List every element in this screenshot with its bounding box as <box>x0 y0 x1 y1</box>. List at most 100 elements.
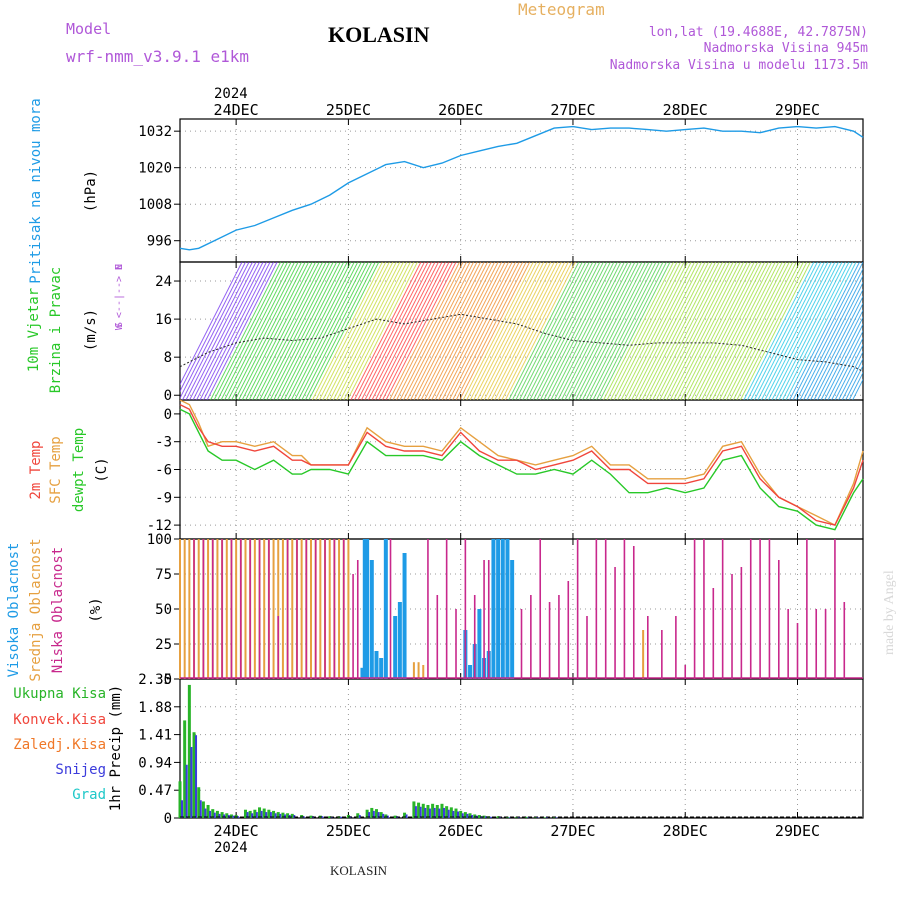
wind-barb-shaft <box>617 262 689 400</box>
x-tick-label-top: 29DEC <box>775 101 820 119</box>
precip-bar-snow <box>527 817 530 818</box>
wind-barb-shaft <box>325 262 397 400</box>
dewpt-temp-label: dewpt Temp <box>71 428 87 512</box>
wind-barb-shaft <box>592 262 664 400</box>
wind-barb-shaft <box>434 262 506 400</box>
precip-bar-total <box>370 807 374 818</box>
wind-barb-shaft <box>760 262 832 400</box>
cloud-bar <box>383 539 388 679</box>
wind-ytick-label: 16 <box>155 312 172 328</box>
wind-barb-shaft <box>645 262 717 400</box>
temperature-ytick-label: 0 <box>164 407 172 423</box>
wind-barb-shaft <box>641 262 713 400</box>
cloud-bar <box>530 595 532 679</box>
wind-barb-shaft <box>185 262 257 400</box>
wind-barb-shaft <box>848 371 863 400</box>
cloud-bar <box>314 539 317 679</box>
wind-barb-shaft <box>680 262 752 400</box>
wind-barb-shaft <box>701 262 773 400</box>
wind-barb-shaft <box>252 262 324 400</box>
precip-ytick-label: 2.35 <box>138 672 172 688</box>
precip-bar-total <box>393 815 397 818</box>
precip-bar-total <box>365 809 369 818</box>
precip-bar-snow <box>185 764 188 818</box>
wind-barb-shaft <box>438 262 510 400</box>
wind-barb-shaft <box>841 357 863 400</box>
wind-barb-shaft <box>301 262 373 400</box>
wind-barb-shaft <box>445 262 517 400</box>
wind-barbs <box>180 262 863 400</box>
wind-barb-shaft <box>248 262 320 400</box>
wind-barb-shaft <box>375 262 446 400</box>
precip-bar-snow <box>204 808 207 818</box>
precip-ytick-label: 0.47 <box>138 783 172 799</box>
precip-bar-snow <box>457 811 460 818</box>
wind-barb-shaft <box>718 262 790 400</box>
wind-barb-shaft <box>518 262 590 400</box>
wind-barb-shaft <box>824 323 863 400</box>
cloud-ytick-label: 75 <box>155 567 172 583</box>
wind-barb-shaft <box>280 262 352 400</box>
cloud-bar <box>824 609 827 679</box>
wind-barb-shaft <box>578 262 650 400</box>
precip-bar-total <box>290 813 294 818</box>
x-tick-label-bottom: 27DEC <box>550 822 595 840</box>
cloud-ytick-label: 50 <box>155 602 172 618</box>
wind-barb-shaft <box>508 262 580 400</box>
cloud-bar <box>768 539 771 679</box>
x-tick-label-top: 27DEC <box>550 101 595 119</box>
cloud-bar <box>796 623 799 679</box>
wind-barb-shaft <box>553 262 625 400</box>
precip-bar-snow <box>555 817 558 818</box>
lonlat-label: lon,lat (19.4688E, 42.7875N) <box>648 25 868 40</box>
wind-barb-shaft <box>652 262 724 400</box>
wind-barb-shaft <box>196 262 268 400</box>
cloud-bar <box>806 539 808 679</box>
cloud-bar <box>731 574 733 679</box>
precip-bar-total <box>183 720 187 818</box>
precip-bar-snow <box>232 815 235 818</box>
wind-barb-shaft <box>561 262 632 400</box>
wind-barb-shaft <box>697 262 769 400</box>
wind-barb-shaft <box>466 262 538 400</box>
precip-bar-total <box>454 808 458 818</box>
wind-barb-shaft <box>462 262 534 400</box>
wind-barb-shaft <box>810 295 863 400</box>
cloud-bar <box>520 609 523 679</box>
precip-bar-total <box>426 804 430 818</box>
precip-bar-total <box>379 812 383 818</box>
wind-barb-shaft <box>838 350 863 400</box>
precip-bar-total <box>468 813 472 818</box>
wind-barb-shaft <box>789 262 860 400</box>
wind-barb-shaft <box>420 262 492 400</box>
temp-2m-label: 2m Temp <box>28 440 44 499</box>
wind-barb-shaft <box>634 262 706 400</box>
wind-barb-shaft <box>711 262 783 400</box>
wind-barb-shaft <box>210 262 282 400</box>
wind-barb-shaft <box>725 262 797 400</box>
sfc-temp-line <box>179 399 864 527</box>
wind-barb-shaft <box>736 262 808 400</box>
cloud-bar <box>491 539 496 679</box>
wind-barb-shaft <box>343 262 415 400</box>
cloud-bar <box>445 539 448 679</box>
precip-bar-snow <box>382 813 385 818</box>
precip-bar-snow <box>471 815 474 818</box>
wind-barb-shaft <box>750 262 822 400</box>
cloud-bar <box>362 539 367 679</box>
precip-bar-snow <box>489 816 492 818</box>
cloud-bar <box>496 539 501 679</box>
wind-barb-shaft <box>287 262 359 400</box>
precip-bar-snow <box>274 813 277 818</box>
elevation-label: Nadmorska Visina 945m <box>703 41 868 56</box>
cloud-bar <box>703 539 705 679</box>
cloud-bar <box>249 539 251 679</box>
wind-barb-shaft <box>410 262 482 400</box>
precip-ytick-label: 0.94 <box>138 755 172 771</box>
wind-barb-shaft <box>455 262 527 400</box>
precip-bar-total <box>403 812 407 818</box>
cloud-bar <box>427 539 429 679</box>
wind-barb-shaft <box>392 262 464 400</box>
compass-n: N <box>114 264 125 270</box>
precip-bar-total <box>243 809 247 818</box>
